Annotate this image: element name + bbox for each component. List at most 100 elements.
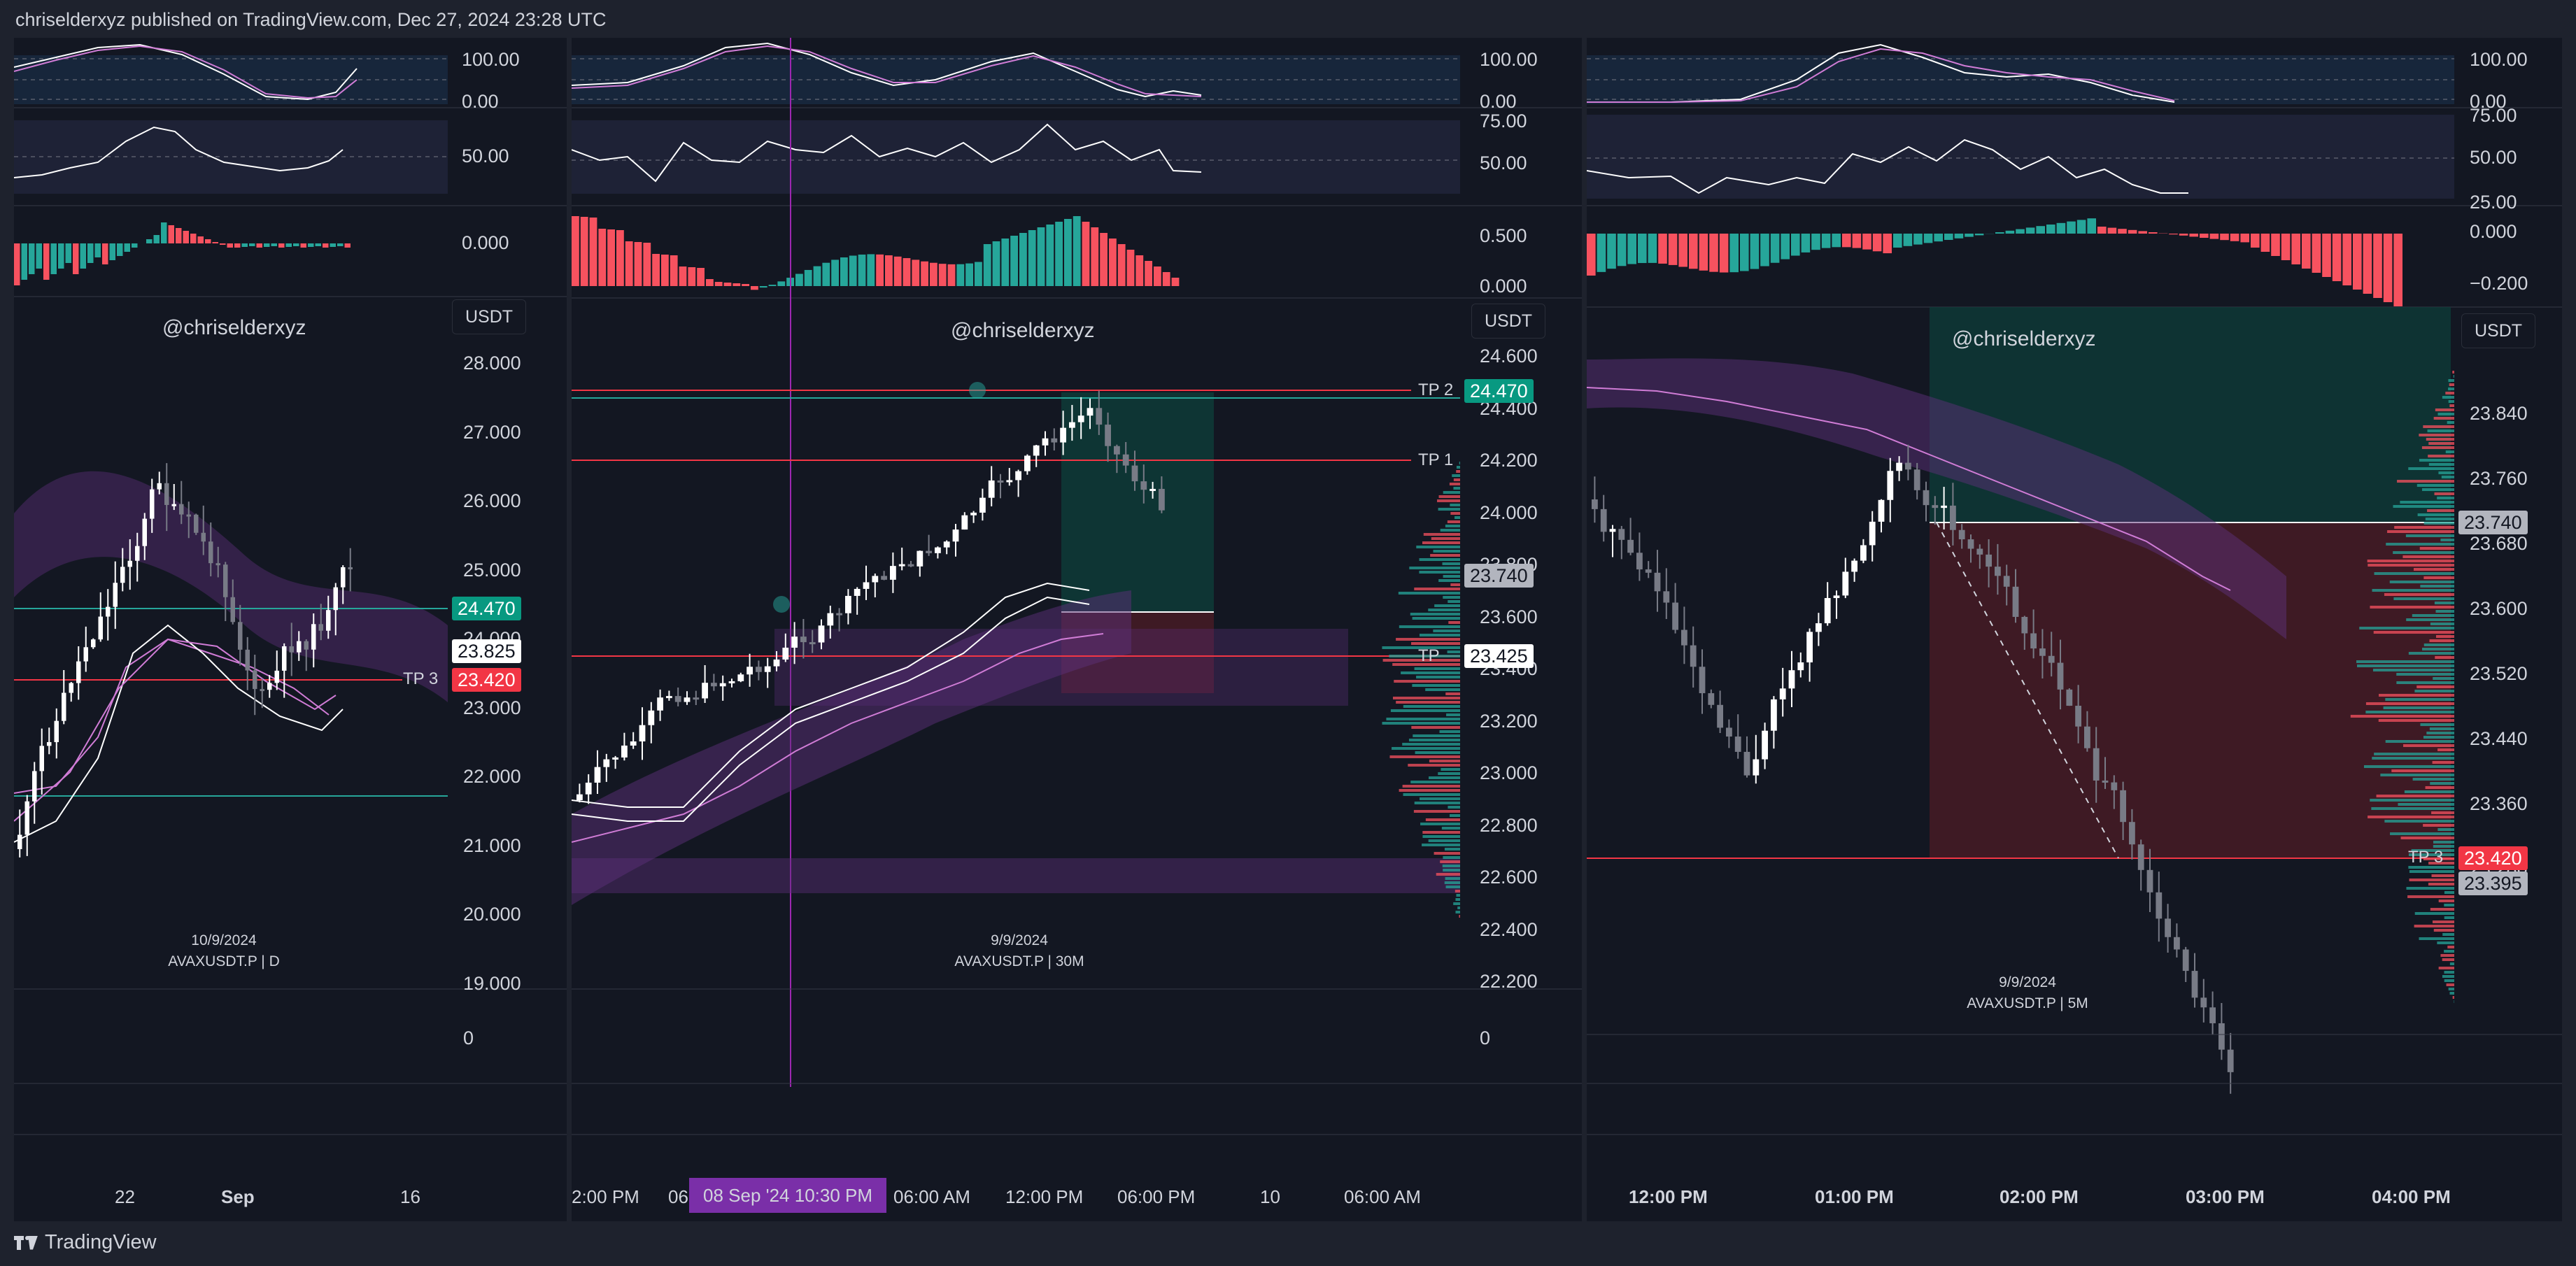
candle-body (238, 622, 243, 650)
histogram-bar (2322, 234, 2331, 277)
volume-profile-row (1403, 793, 1460, 796)
candle-body (1087, 408, 1094, 416)
volume-profile-row (1433, 630, 1460, 632)
time-tick: 2:00 PM (572, 1186, 639, 1207)
candle-body (818, 625, 825, 643)
candle-body (2182, 949, 2189, 972)
candle-body (1600, 508, 1607, 532)
currency-button[interactable]: USDT (452, 299, 527, 334)
volume-profile-row (2368, 816, 2454, 818)
currency-button[interactable]: USDT (2461, 313, 2536, 348)
volume-profile-row (1389, 655, 1460, 657)
osc1-axis-bottom: 0.00 (1480, 91, 1517, 112)
volume-profile-row (2444, 916, 2454, 919)
histogram-bar (723, 283, 732, 286)
histogram-bar (1064, 219, 1072, 286)
candle-body (576, 794, 583, 800)
time-tick: 16 (400, 1186, 420, 1207)
volume-profile-row (1433, 550, 1460, 553)
publish-header: chriselderxyz published on TradingView.c… (0, 0, 2576, 38)
histogram-bar (293, 243, 299, 246)
volume-profile-row (1446, 713, 1460, 716)
volume-profile-row (1396, 701, 1460, 704)
volume-profile-row (2378, 719, 2454, 722)
histogram-bar (1678, 234, 1687, 267)
tp3-label: TP 3 (2408, 848, 2444, 867)
volume-profile-row (2433, 841, 2454, 844)
chart-canvas-5m[interactable] (1587, 38, 2562, 1221)
candle-body (764, 666, 771, 672)
volume-profile-row (2447, 421, 2454, 424)
candle-body (69, 683, 73, 693)
volume-profile-row (1455, 898, 1460, 901)
volume-profile-row (1419, 634, 1460, 636)
histogram-bar (2200, 234, 2209, 238)
candle-body (863, 582, 870, 589)
volume-profile-row (2422, 648, 2454, 650)
candle-body (1743, 751, 1750, 776)
histogram-bar (903, 258, 911, 286)
histogram-bar (947, 264, 956, 286)
price-axis-label: 26.000 (463, 490, 521, 511)
volume-profile-row (1420, 823, 1460, 825)
candle-body (935, 547, 941, 553)
volume-profile-row (2423, 576, 2454, 579)
histogram-bar (1010, 236, 1018, 286)
histogram-bar (1801, 234, 1811, 253)
histogram-bar (822, 262, 830, 286)
histogram-bar (921, 261, 928, 286)
price-tag-tp: 24.470 (452, 597, 521, 620)
candle-body (684, 697, 691, 702)
histogram-bar (1934, 234, 1943, 242)
tp3-label: TP 3 (403, 669, 439, 688)
tradingview-brand[interactable]: TradingView (14, 1231, 157, 1254)
volume-profile-row (2380, 774, 2454, 776)
time-tick: 06:00 PM (1117, 1186, 1196, 1207)
histogram-bar (1760, 234, 1769, 266)
histogram-bar (73, 243, 79, 274)
volume-profile-row (1455, 890, 1460, 892)
candle-body (1797, 662, 1804, 671)
chart-pane-30m[interactable]: 100.00 0.00 75.00 50.00 0.500 0.000 USDT… (572, 38, 1582, 1221)
histogram-bar (1668, 234, 1678, 265)
histogram-bar (285, 243, 292, 247)
candle-body (2093, 748, 2100, 781)
chart-pane-5m[interactable]: 100.00 0.00 75.00 50.00 25.00 0.000 −0.2… (1587, 38, 2562, 1221)
chart-pane-daily[interactable]: 100.00 0.00 50.00 0.000 USDT @chriselder… (14, 38, 567, 1221)
candle-body (230, 597, 235, 623)
volume-profile-row (2373, 631, 2454, 634)
candle-body (1663, 591, 1670, 603)
candle-body (208, 541, 213, 564)
candle-body (693, 697, 700, 700)
candle-body (17, 834, 22, 849)
histogram-bar (36, 243, 42, 269)
volume-profile-row (2430, 782, 2454, 785)
volume-profile-row (1420, 797, 1460, 800)
candle-body (827, 613, 834, 626)
currency-button[interactable]: USDT (1471, 304, 1546, 339)
chart-date: 9/9/2024 (1999, 974, 2056, 990)
volume-profile-row (2441, 476, 2454, 478)
volume-profile-row (2444, 891, 2454, 894)
candle-body (2227, 1049, 2234, 1072)
price-axis-label: 27.000 (463, 421, 521, 443)
histogram-bar (234, 243, 241, 248)
volume-profile-row (2433, 929, 2454, 932)
volume-profile-row (2437, 413, 2454, 415)
volume-profile-row (2442, 933, 2454, 936)
volume-profile-row (1408, 764, 1460, 767)
volume-profile-row (2435, 610, 2454, 613)
chart-canvas-30m[interactable] (572, 38, 1582, 1221)
chart-canvas-daily[interactable] (14, 38, 567, 1221)
volume-axis-zero: 0 (1480, 1027, 1491, 1048)
histogram-bar (858, 254, 866, 286)
candle-body (2012, 586, 2019, 617)
histogram-bar (80, 243, 86, 269)
volume-profile-row (2421, 446, 2454, 449)
candle-body (297, 641, 302, 653)
volume-profile-row (2431, 811, 2454, 814)
time-tick: 06 (668, 1186, 688, 1207)
candle-body (1869, 521, 1876, 546)
osc3-axis-zero: 0.000 (462, 232, 509, 253)
volume-profile-row (2438, 967, 2454, 969)
